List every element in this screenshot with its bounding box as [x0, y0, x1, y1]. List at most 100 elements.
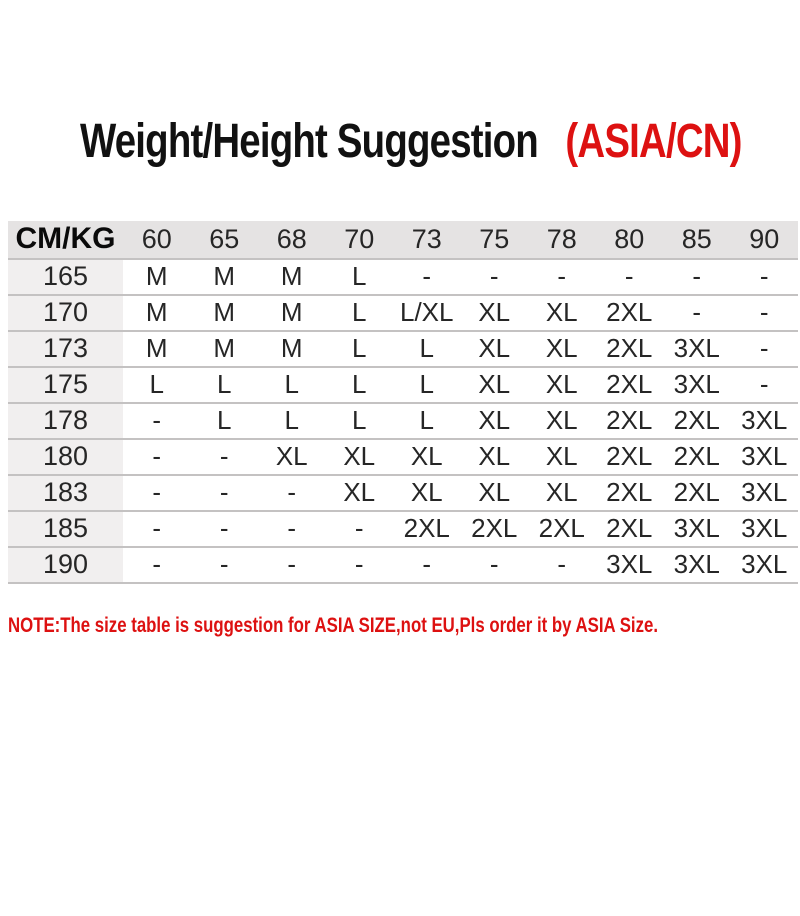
size-cell: L	[325, 258, 393, 296]
table-row: 180- - XL XL XL XL XL 2XL 2XL 3XL	[8, 438, 798, 476]
size-cell: -	[730, 258, 798, 296]
size-cell: -	[258, 474, 326, 512]
size-cell: -	[393, 546, 461, 584]
size-cell: L	[190, 366, 258, 404]
size-cell: 2XL	[663, 438, 731, 476]
size-cell: 3XL	[730, 402, 798, 440]
size-cell: 3XL	[595, 546, 663, 584]
size-cell: M	[258, 294, 326, 332]
weight-header: 73	[393, 220, 461, 260]
size-cell: L	[258, 402, 326, 440]
size-cell: -	[123, 438, 191, 476]
size-cell: XL	[460, 366, 528, 404]
size-cell: M	[190, 258, 258, 296]
size-cell: 2XL	[663, 402, 731, 440]
size-cell: XL	[528, 294, 596, 332]
size-cell: -	[393, 258, 461, 296]
page-title: Weight/Height Suggestion (ASIA/CN)	[80, 115, 742, 169]
size-cell: 3XL	[730, 546, 798, 584]
size-cell: -	[258, 510, 326, 548]
size-chart-page: Weight/Height Suggestion (ASIA/CN) CM/KG…	[0, 115, 800, 916]
corner-label: CM/KG	[8, 220, 123, 260]
size-cell: -	[123, 510, 191, 548]
size-cell: L/XL	[393, 294, 461, 332]
size-cell: -	[325, 546, 393, 584]
size-cell: XL	[460, 330, 528, 368]
size-cell: 2XL	[528, 510, 596, 548]
size-cell: -	[190, 546, 258, 584]
size-cell: -	[123, 402, 191, 440]
size-cell: -	[528, 258, 596, 296]
size-cell: M	[123, 258, 191, 296]
table-row: 165 M M M L - - - - - -	[8, 258, 798, 296]
weight-header: 90	[730, 220, 798, 260]
size-cell: XL	[528, 330, 596, 368]
height-label: 185	[8, 510, 123, 548]
size-cell: -	[258, 546, 326, 584]
size-cell: L	[325, 294, 393, 332]
size-cell: M	[190, 294, 258, 332]
height-label: 165	[8, 258, 123, 296]
size-cell: 2XL	[595, 402, 663, 440]
size-cell: 3XL	[663, 330, 731, 368]
size-cell: -	[730, 330, 798, 368]
size-cell: 3XL	[730, 510, 798, 548]
size-cell: 3XL	[730, 474, 798, 512]
size-cell: -	[730, 294, 798, 332]
weight-header: 70	[325, 220, 393, 260]
size-cell: -	[460, 258, 528, 296]
height-label: 170	[8, 294, 123, 332]
title-region-tag: (ASIA/CN)	[565, 115, 742, 168]
height-label: 190	[8, 546, 123, 584]
weight-header: 80	[595, 220, 663, 260]
size-cell: -	[190, 474, 258, 512]
size-cell: XL	[528, 402, 596, 440]
size-cell: -	[123, 474, 191, 512]
size-cell: XL	[325, 438, 393, 476]
size-cell: L	[393, 330, 461, 368]
size-cell: XL	[393, 438, 461, 476]
size-cell: XL	[460, 294, 528, 332]
size-cell: 3XL	[663, 510, 731, 548]
size-cell: -	[595, 258, 663, 296]
size-cell: 2XL	[595, 330, 663, 368]
height-label: 180	[8, 438, 123, 476]
table-row: 190- - - - - - -3XL 3XL 3XL	[8, 546, 798, 584]
size-table-body: 165 M M M L - - - - - -170 M M M L L/XL XL XL 2XL - -173 M M M L…	[8, 258, 798, 584]
size-cell: XL	[393, 474, 461, 512]
weight-header: 85	[663, 220, 731, 260]
height-label: 173	[8, 330, 123, 368]
table-row: 170 M M M L L/XL XL XL 2XL - -	[8, 294, 798, 332]
size-cell: 3XL	[663, 546, 731, 584]
size-cell: L	[190, 402, 258, 440]
size-cell: XL	[528, 366, 596, 404]
size-cell: XL	[528, 438, 596, 476]
size-cell: M	[190, 330, 258, 368]
table-row: 178- L L L L XL XL 2XL 2XL 3XL	[8, 402, 798, 440]
weight-header: 68	[258, 220, 326, 260]
size-cell: 2XL	[595, 438, 663, 476]
size-cell: -	[730, 366, 798, 404]
size-cell: 3XL	[730, 438, 798, 476]
size-cell: L	[258, 366, 326, 404]
height-label: 178	[8, 402, 123, 440]
size-cell: 3XL	[663, 366, 731, 404]
size-cell: -	[325, 510, 393, 548]
height-label: 183	[8, 474, 123, 512]
weight-header: 75	[460, 220, 528, 260]
size-cell: M	[123, 330, 191, 368]
size-cell: 2XL	[595, 366, 663, 404]
size-cell: XL	[460, 474, 528, 512]
size-cell: M	[258, 258, 326, 296]
size-cell: M	[123, 294, 191, 332]
size-note: NOTE:The size table is suggestion for AS…	[8, 613, 659, 637]
size-cell: 2XL	[595, 474, 663, 512]
size-cell: M	[258, 330, 326, 368]
table-row: 173 M M M L L XL XL 2XL 3XL -	[8, 330, 798, 368]
size-cell: 2XL	[595, 510, 663, 548]
table-row: 175 L L L L L XL XL 2XL 3XL -	[8, 366, 798, 404]
table-header-row: CM/KG 60 65 68 70 73 75 78 80 85 90	[8, 220, 798, 260]
size-cell: -	[663, 258, 731, 296]
size-cell: -	[663, 294, 731, 332]
size-cell: 2XL	[460, 510, 528, 548]
